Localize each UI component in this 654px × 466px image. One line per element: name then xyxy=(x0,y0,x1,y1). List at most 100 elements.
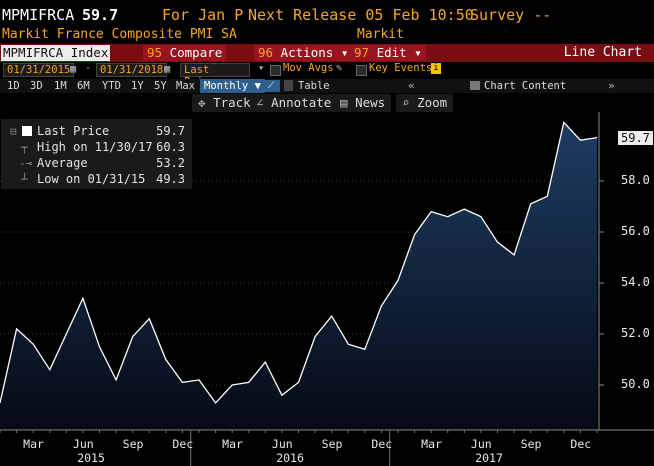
period-row: 1D 3D 1M 6M YTD 1Y 5Y Max Monthly ▼ ⟋ Ta… xyxy=(0,79,654,93)
function-bar: MPMIFRCA Index 95 Compare 96 Actions ▾ 9… xyxy=(0,44,654,62)
field-select[interactable]: Last Price xyxy=(180,63,250,88)
info-icon[interactable]: i xyxy=(431,63,441,74)
period-ytd[interactable]: YTD xyxy=(102,80,121,92)
edit-label: Edit xyxy=(376,45,407,60)
x-tick-label: Jun xyxy=(470,437,492,451)
compare-button[interactable]: 95 Compare xyxy=(143,45,227,61)
frequency-select[interactable]: Monthly ▼ xyxy=(200,79,265,93)
area-fill xyxy=(0,122,597,431)
security-field[interactable]: MPMIFRCA Index xyxy=(1,45,111,61)
area-series xyxy=(0,121,598,431)
year-label: 2015 xyxy=(77,451,105,465)
legend-average-label: Average xyxy=(37,156,88,170)
compare-num: 95 xyxy=(147,45,163,60)
edit-button[interactable]: 97 Edit ▾ xyxy=(350,45,426,61)
x-tick-label: Jun xyxy=(72,437,94,451)
annotate-icon: ∠ xyxy=(256,95,264,110)
year-label: 2017 xyxy=(475,451,503,465)
chart-content-button[interactable]: Chart Content xyxy=(484,80,567,92)
header-row: MPMIFRCA 59.7 For Jan P Next Release 05 … xyxy=(0,0,654,28)
table-button[interactable]: Table xyxy=(298,80,330,92)
last-value: 59.7 xyxy=(82,6,119,24)
legend-low: ┴ Low on 01/31/15 49.3 xyxy=(1,172,191,187)
news-button[interactable]: ▤ News xyxy=(334,94,392,112)
key-events-checkbox[interactable] xyxy=(356,65,367,76)
period-1d[interactable]: 1D xyxy=(7,80,20,92)
chart-tools-row: ✥ Track ∠ Annotate ▤ News ⌕ Zoom xyxy=(0,94,654,112)
series-swatch xyxy=(22,126,32,136)
x-tick-label: Sep xyxy=(122,437,144,451)
frequency-label: Monthly xyxy=(204,80,249,92)
collapse-left-icon[interactable]: « xyxy=(408,79,415,92)
actions-button[interactable]: 96 Actions ▾ xyxy=(254,45,353,61)
low-marker-icon: ┴ xyxy=(21,173,28,186)
mov-avgs-label[interactable]: Mov Avgs xyxy=(283,62,334,74)
price-chart[interactable] xyxy=(0,112,654,466)
controls-row: 01/31/2015 ▦ - 01/31/2018 ▦ Last Price ▾… xyxy=(0,62,654,88)
legend-panel[interactable]: ⊟ Last Price 59.7 ┬ High on 11/30/17 60.… xyxy=(1,119,192,189)
annotate-button[interactable]: ∠ Annotate xyxy=(250,94,338,112)
x-tick-label: Mar xyxy=(421,437,442,451)
next-release: Next Release 05 Feb 10:50 xyxy=(248,6,474,24)
annotate-label: Annotate xyxy=(271,95,332,110)
x-tick-label: Dec xyxy=(172,437,194,451)
x-tick-label: Mar xyxy=(23,437,44,451)
pencil-icon[interactable]: ✎ xyxy=(336,62,343,74)
period-5y[interactable]: 5Y xyxy=(154,80,167,92)
track-icon: ✥ xyxy=(198,95,206,110)
zoom-button[interactable]: ⌕ Zoom xyxy=(396,94,454,112)
dropdown-arrow-icon[interactable]: ▾ xyxy=(258,62,265,74)
period-6m[interactable]: 6M xyxy=(77,80,90,92)
key-events-label[interactable]: Key Events xyxy=(369,62,433,74)
x-tick-label: Jun xyxy=(271,437,293,451)
legend-last-price[interactable]: ⊟ Last Price 59.7 xyxy=(1,124,191,139)
period-1y[interactable]: 1Y xyxy=(131,80,144,92)
x-tick-label: Dec xyxy=(570,437,592,451)
y-tick-label: 54.0 xyxy=(621,275,650,289)
high-marker-icon: ┬ xyxy=(21,141,28,154)
price-line xyxy=(0,121,598,404)
period-max[interactable]: Max xyxy=(176,80,195,92)
period-1m[interactable]: 1M xyxy=(54,80,67,92)
calendar-icon[interactable]: ▦ xyxy=(70,63,77,75)
x-tick-label: Mar xyxy=(222,437,243,451)
description-row: Markit France Composite PMI SA Markit xyxy=(0,27,654,43)
security-description: Markit France Composite PMI SA xyxy=(2,27,237,42)
last-value-marker: 59.7 xyxy=(618,130,653,145)
x-tick-label: Dec xyxy=(371,437,393,451)
line-chart-icon[interactable]: ⟋ xyxy=(262,80,280,92)
actions-chevron-icon: ▾ xyxy=(340,45,349,60)
date-separator: - xyxy=(85,62,92,74)
actions-label: Actions xyxy=(280,45,334,60)
for-period: For Jan P xyxy=(162,6,244,24)
track-button[interactable]: ✥ Track xyxy=(192,94,257,112)
chart-type-label: Line Chart xyxy=(563,45,642,60)
ticker-label: MPMIFRCA xyxy=(2,6,75,24)
table-icon[interactable] xyxy=(284,80,293,91)
x-tick-label: Sep xyxy=(520,437,542,451)
period-3d[interactable]: 3D xyxy=(30,80,43,92)
zoom-icon: ⌕ xyxy=(402,95,410,110)
zoom-label: Zoom xyxy=(417,95,448,110)
source-label: Markit xyxy=(357,27,404,42)
track-label: Track xyxy=(213,95,251,110)
chart-content-icon[interactable] xyxy=(470,81,480,90)
compare-label: Compare xyxy=(169,45,223,60)
legend-high-value: 60.3 xyxy=(156,140,185,154)
minus-icon[interactable]: ⊟ xyxy=(10,125,17,138)
average-marker-icon: -⊸ xyxy=(19,157,33,170)
legend-last-price-value: 59.7 xyxy=(156,124,185,138)
end-date-field[interactable]: 01/31/2018 xyxy=(96,63,168,77)
edit-chevron-icon: ▾ xyxy=(414,45,422,60)
x-tick-label: Sep xyxy=(321,437,343,451)
start-date-field[interactable]: 01/31/2015 xyxy=(3,63,75,77)
legend-average-value: 53.2 xyxy=(156,156,185,170)
legend-average: -⊸ Average 53.2 xyxy=(1,156,191,171)
survey: Survey -- xyxy=(470,6,552,24)
frequency-chevron-icon: ▼ xyxy=(254,80,261,92)
legend-high: ┬ High on 11/30/17 60.3 xyxy=(1,140,191,155)
collapse-right-icon[interactable]: » xyxy=(608,79,615,92)
mov-avgs-checkbox[interactable] xyxy=(270,65,281,76)
y-tick-label: 56.0 xyxy=(621,224,650,238)
calendar-icon[interactable]: ▦ xyxy=(164,63,171,75)
